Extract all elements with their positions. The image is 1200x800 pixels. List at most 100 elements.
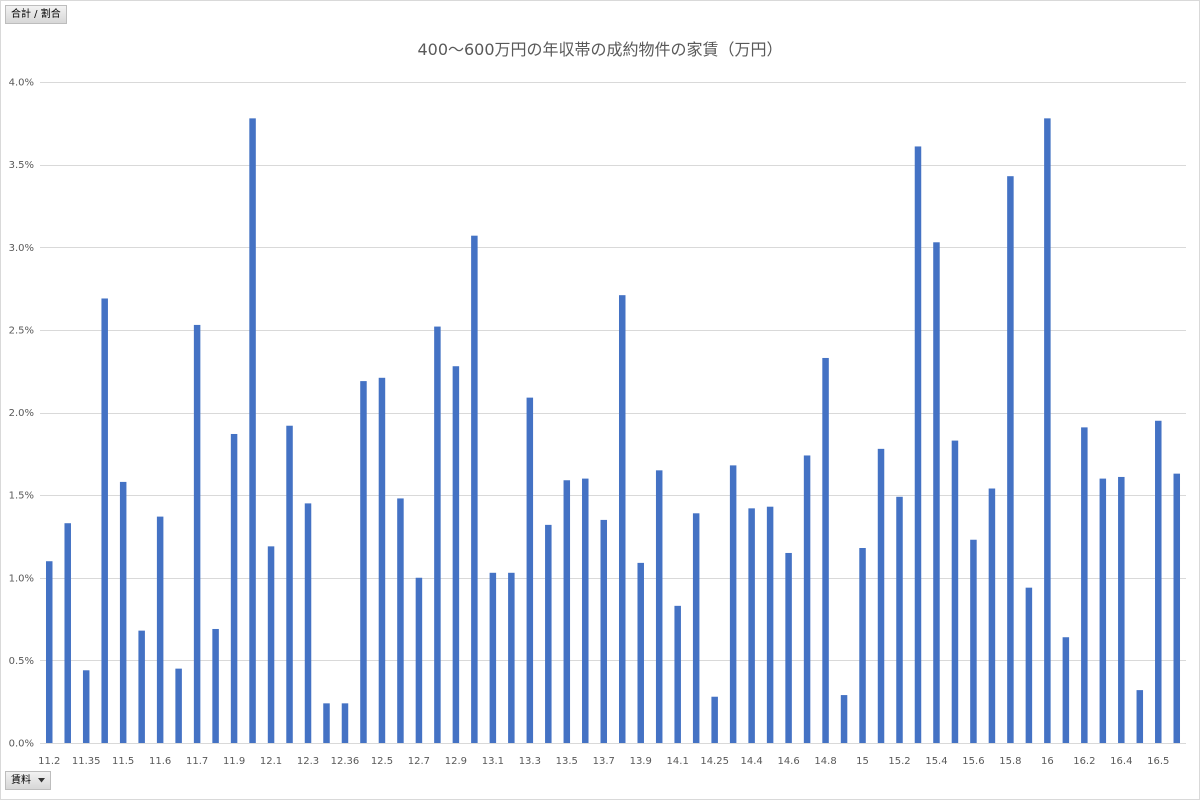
bar[interactable] [637,562,644,743]
x-axis-tick-label: 14.8 [814,756,836,767]
bar[interactable] [212,628,219,743]
bar[interactable] [119,481,127,743]
bar[interactable] [970,539,977,743]
bar[interactable] [1025,587,1033,743]
chart-title: 400〜600万円の年収帯の成約物件の家賃（万円） [417,40,783,59]
bar[interactable] [785,552,792,743]
bar[interactable] [1155,420,1162,743]
bar[interactable] [471,235,478,743]
bar[interactable] [951,440,959,743]
x-axis-tick-label: 11.6 [149,756,171,767]
bars[interactable] [45,118,1181,744]
y-axis-tick-label: 3.0% [9,243,34,254]
bar[interactable] [692,513,700,743]
bar[interactable] [175,668,182,743]
bar[interactable] [563,480,571,743]
bar[interactable] [748,508,755,743]
bar[interactable] [45,561,53,743]
bar[interactable] [545,524,552,743]
bar[interactable] [304,503,312,743]
bar[interactable] [193,324,201,743]
bar[interactable] [230,433,238,743]
bar[interactable] [378,377,386,743]
bar[interactable] [582,478,589,743]
bar[interactable] [896,496,903,743]
bar[interactable] [1099,478,1107,743]
bar[interactable] [138,630,145,743]
x-axis-tick-label: 11.2 [38,756,60,767]
y-axis-tick-label: 1.5% [9,491,34,502]
bar[interactable] [1081,427,1088,743]
bar[interactable] [766,506,774,743]
y-axis-tick-labels: 0.0% 0.5% 1.0% 1.5% 2.0% 2.5% 3.0% 3.5% 4.0% [9,78,34,750]
gridlines [40,82,1186,744]
x-axis-tick-label: 12.1 [260,756,282,767]
bar[interactable] [822,357,829,743]
y-axis-tick-label: 4.0% [9,78,34,89]
x-axis-tick-label: 12.3 [297,756,319,767]
bar[interactable] [286,425,293,743]
x-axis-tick-label: 12.9 [445,756,467,767]
y-axis-tick-label: 2.0% [9,408,34,419]
bar[interactable] [618,295,626,743]
bar[interactable] [803,455,811,743]
bar[interactable] [360,381,367,743]
x-axis-tick-label: 12.36 [331,756,360,767]
x-axis-tick-label: 16.2 [1073,756,1095,767]
value-field-button[interactable]: 合計 / 割合 [5,5,67,24]
bar[interactable] [729,465,737,743]
x-axis-tick-label: 16 [1041,756,1054,767]
bar[interactable] [508,572,515,743]
bar[interactable] [711,696,718,743]
bar[interactable] [1136,690,1144,743]
x-axis-tick-label: 14.6 [777,756,799,767]
bar[interactable] [489,572,497,743]
bar[interactable] [1062,637,1070,743]
bar[interactable] [101,298,108,743]
bar[interactable] [526,397,534,743]
bar[interactable] [267,546,275,743]
bar[interactable] [64,523,71,743]
x-axis-tick-labels: 11.2 11.35 11.5 11.6 11.7 11.9 12.1 12.3 12.36 12… [38,756,1169,767]
bar[interactable] [933,242,940,744]
bar[interactable] [1118,476,1125,743]
bar[interactable] [249,118,256,744]
x-axis-tick-label: 11.5 [112,756,134,767]
bar[interactable] [1007,176,1014,743]
x-axis-tick-label: 15.4 [925,756,947,767]
x-axis-tick-label: 13.3 [519,756,541,767]
bar[interactable] [82,670,90,743]
bar[interactable] [415,577,423,743]
x-axis-tick-label: 16.4 [1110,756,1132,767]
bar[interactable] [877,448,885,743]
bar[interactable] [397,498,404,743]
x-axis-tick-label: 12.5 [371,756,393,767]
bar[interactable] [655,470,663,743]
value-field-label: 合計 / 割合 [11,9,61,20]
bar[interactable] [434,326,441,743]
bar[interactable] [156,516,164,743]
dropdown-arrow-icon[interactable] [38,778,45,783]
bar[interactable] [914,146,922,743]
y-axis-tick-label: 1.0% [9,573,34,584]
bar[interactable] [323,703,330,743]
bar[interactable] [859,548,866,743]
bar[interactable] [840,695,848,743]
x-axis-tick-label: 14.1 [667,756,689,767]
x-axis-tick-label: 15.8 [999,756,1021,767]
bar[interactable] [1173,473,1181,743]
bar[interactable] [988,488,996,743]
x-axis-tick-label: 15.2 [888,756,910,767]
bar[interactable] [452,366,460,743]
axis-field-button[interactable]: 賃料 [5,771,51,790]
bar[interactable] [341,703,349,743]
bar[interactable] [674,605,681,743]
x-axis-tick-label: 15 [856,756,869,767]
y-axis-tick-label: 0.5% [9,656,34,667]
x-axis-tick-label: 14.4 [740,756,762,767]
y-axis-tick-label: 2.5% [9,325,34,336]
bar[interactable] [1044,118,1051,744]
bar[interactable] [600,519,608,743]
